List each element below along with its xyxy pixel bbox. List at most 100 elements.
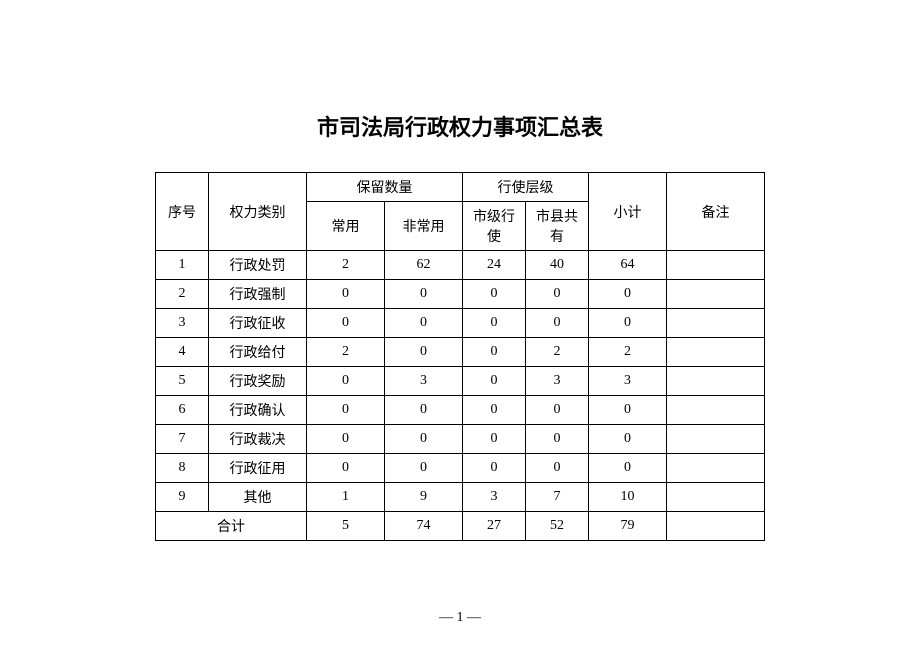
cell-common: 0 — [307, 280, 385, 309]
cell-city: 0 — [463, 309, 526, 338]
cell-category: 其他 — [209, 483, 307, 512]
cell-total-city: 27 — [463, 512, 526, 541]
summary-table: 序号 权力类别 保留数量 行使层级 小计 备注 常用 非常用 市级行使 市县共有… — [155, 172, 765, 541]
cell-subtotal: 0 — [589, 425, 667, 454]
header-retain-group: 保留数量 — [307, 173, 463, 202]
cell-uncommon: 0 — [385, 309, 463, 338]
cell-shared: 7 — [526, 483, 589, 512]
cell-category: 行政处罚 — [209, 251, 307, 280]
cell-uncommon: 0 — [385, 396, 463, 425]
cell-total-label: 合计 — [156, 512, 307, 541]
cell-common: 0 — [307, 367, 385, 396]
cell-uncommon: 0 — [385, 280, 463, 309]
cell-category: 行政强制 — [209, 280, 307, 309]
cell-city: 0 — [463, 396, 526, 425]
cell-shared: 0 — [526, 280, 589, 309]
header-level-group: 行使层级 — [463, 173, 589, 202]
cell-shared: 2 — [526, 338, 589, 367]
table-total-row: 合计574275279 — [156, 512, 765, 541]
cell-city: 0 — [463, 338, 526, 367]
cell-note — [667, 454, 765, 483]
cell-shared: 3 — [526, 367, 589, 396]
cell-subtotal: 3 — [589, 367, 667, 396]
cell-shared: 0 — [526, 454, 589, 483]
cell-note — [667, 280, 765, 309]
cell-total-subtotal: 79 — [589, 512, 667, 541]
cell-city: 0 — [463, 367, 526, 396]
header-retain-uncommon: 非常用 — [385, 202, 463, 251]
cell-city: 0 — [463, 280, 526, 309]
cell-uncommon: 62 — [385, 251, 463, 280]
cell-seq: 9 — [156, 483, 209, 512]
cell-seq: 4 — [156, 338, 209, 367]
cell-total-shared: 52 — [526, 512, 589, 541]
table-row: 4行政给付20022 — [156, 338, 765, 367]
cell-common: 0 — [307, 425, 385, 454]
cell-common: 2 — [307, 338, 385, 367]
cell-common: 0 — [307, 309, 385, 338]
page-title: 市司法局行政权力事项汇总表 — [125, 110, 795, 142]
cell-uncommon: 0 — [385, 425, 463, 454]
header-seq: 序号 — [156, 173, 209, 251]
cell-total-common: 5 — [307, 512, 385, 541]
header-retain-common: 常用 — [307, 202, 385, 251]
header-note: 备注 — [667, 173, 765, 251]
cell-common: 2 — [307, 251, 385, 280]
header-level-city: 市级行使 — [463, 202, 526, 251]
cell-shared: 40 — [526, 251, 589, 280]
cell-shared: 0 — [526, 309, 589, 338]
table-row: 3行政征收00000 — [156, 309, 765, 338]
cell-subtotal: 0 — [589, 280, 667, 309]
cell-note — [667, 483, 765, 512]
cell-subtotal: 10 — [589, 483, 667, 512]
page-number: — 1 — — [0, 610, 920, 626]
cell-shared: 0 — [526, 396, 589, 425]
cell-category: 行政奖励 — [209, 367, 307, 396]
cell-note — [667, 367, 765, 396]
cell-subtotal: 0 — [589, 309, 667, 338]
cell-shared: 0 — [526, 425, 589, 454]
cell-common: 0 — [307, 396, 385, 425]
table-row: 6行政确认00000 — [156, 396, 765, 425]
table-row: 2行政强制00000 — [156, 280, 765, 309]
cell-subtotal: 2 — [589, 338, 667, 367]
cell-city: 0 — [463, 454, 526, 483]
cell-total-uncommon: 74 — [385, 512, 463, 541]
cell-common: 0 — [307, 454, 385, 483]
cell-seq: 2 — [156, 280, 209, 309]
cell-category: 行政裁决 — [209, 425, 307, 454]
cell-seq: 1 — [156, 251, 209, 280]
table-row: 5行政奖励03033 — [156, 367, 765, 396]
table-row: 9其他193710 — [156, 483, 765, 512]
cell-note — [667, 425, 765, 454]
page-container: 市司法局行政权力事项汇总表 序号 权力类别 保留数量 行使层级 小计 备注 常用… — [0, 0, 920, 541]
cell-uncommon: 3 — [385, 367, 463, 396]
cell-subtotal: 0 — [589, 454, 667, 483]
cell-city: 24 — [463, 251, 526, 280]
cell-seq: 5 — [156, 367, 209, 396]
cell-uncommon: 0 — [385, 338, 463, 367]
cell-category: 行政征收 — [209, 309, 307, 338]
cell-note — [667, 309, 765, 338]
cell-note — [667, 251, 765, 280]
cell-note — [667, 338, 765, 367]
cell-common: 1 — [307, 483, 385, 512]
cell-note — [667, 396, 765, 425]
table-header: 序号 权力类别 保留数量 行使层级 小计 备注 常用 非常用 市级行使 市县共有 — [156, 173, 765, 251]
table-row: 1行政处罚262244064 — [156, 251, 765, 280]
cell-seq: 7 — [156, 425, 209, 454]
cell-uncommon: 0 — [385, 454, 463, 483]
cell-total-note — [667, 512, 765, 541]
cell-subtotal: 0 — [589, 396, 667, 425]
table-row: 7行政裁决00000 — [156, 425, 765, 454]
header-level-shared: 市县共有 — [526, 202, 589, 251]
header-category: 权力类别 — [209, 173, 307, 251]
cell-subtotal: 64 — [589, 251, 667, 280]
cell-city: 0 — [463, 425, 526, 454]
cell-category: 行政给付 — [209, 338, 307, 367]
cell-city: 3 — [463, 483, 526, 512]
table-body: 1行政处罚2622440642行政强制000003行政征收000004行政给付2… — [156, 251, 765, 541]
cell-uncommon: 9 — [385, 483, 463, 512]
cell-seq: 8 — [156, 454, 209, 483]
cell-category: 行政征用 — [209, 454, 307, 483]
